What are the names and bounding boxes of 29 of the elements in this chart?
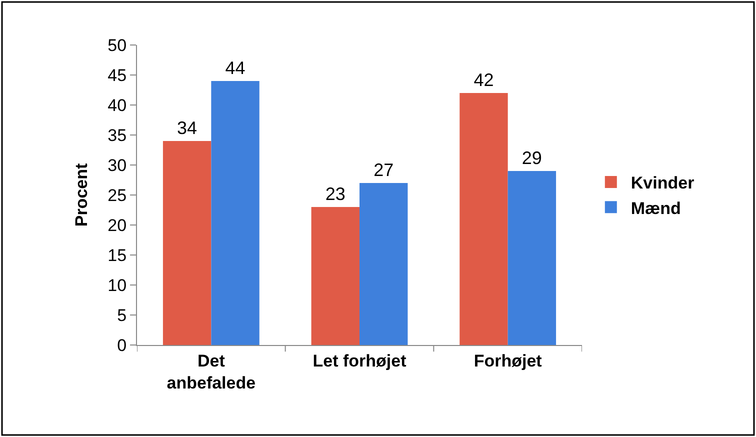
- bar: [162, 141, 212, 345]
- bar: [311, 207, 360, 345]
- y-tick-label: 45: [108, 66, 127, 85]
- bar: [360, 183, 408, 345]
- y-tick-label: 50: [108, 36, 127, 55]
- bar: [508, 171, 556, 345]
- x-tick-label: Forhøjet: [474, 351, 542, 370]
- y-tick-label: 40: [108, 96, 127, 115]
- legend-label: Mænd: [630, 198, 681, 218]
- y-tick-label: 0: [117, 336, 127, 355]
- y-tick-label: 35: [108, 126, 127, 145]
- data-label: 44: [225, 58, 246, 78]
- data-label: 23: [325, 184, 346, 204]
- y-tick-label: 20: [108, 216, 127, 235]
- y-axis-title: Procent: [72, 163, 92, 227]
- y-tick-label: 30: [108, 156, 127, 175]
- data-label: 29: [522, 148, 542, 168]
- y-tick-label: 15: [108, 246, 127, 265]
- y-tick-label: 5: [117, 306, 127, 325]
- x-tick-label: Let forhøjet: [312, 351, 407, 370]
- bar: [211, 81, 260, 345]
- data-label: 42: [474, 70, 494, 90]
- data-label: 27: [374, 160, 394, 180]
- data-label: 34: [177, 118, 198, 138]
- y-tick-label: 10: [108, 276, 127, 295]
- bar: [460, 93, 508, 345]
- legend-label: Kvinder: [630, 174, 695, 193]
- y-tick-label: 25: [108, 186, 127, 205]
- x-tick-label: Det anbefalede: [166, 351, 256, 392]
